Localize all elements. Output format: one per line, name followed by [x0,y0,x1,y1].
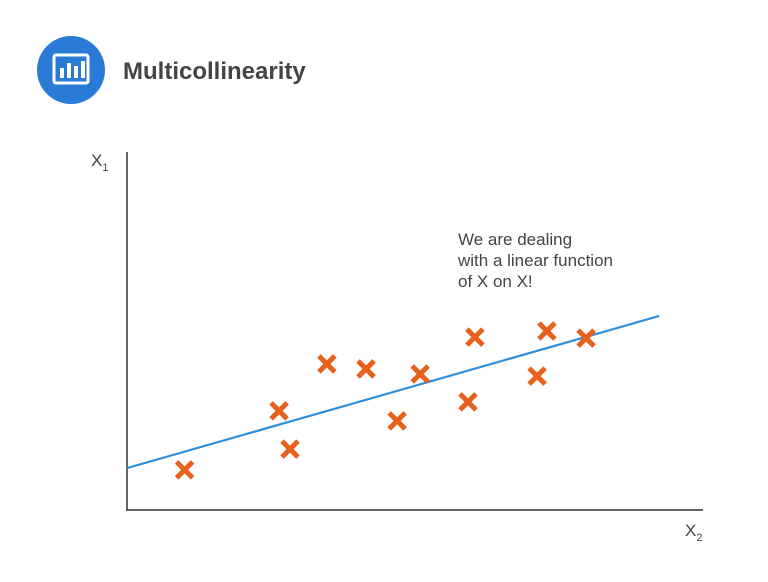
logo-icon [37,36,105,104]
point-stroke [387,411,407,431]
y-axis-label-subscript: 1 [102,162,108,174]
y-axis-label-text: X [91,151,102,170]
point-stroke [537,321,557,341]
point-stroke [356,359,376,379]
point [317,354,337,374]
x-axis-label-subscript: 2 [696,532,702,544]
point-stroke [174,460,195,480]
chart-title: Multicollinearity [123,58,306,85]
point [537,321,557,341]
point-stroke [269,401,289,421]
y-axis-label: X1 [91,151,108,174]
point [410,364,430,384]
point [280,439,300,459]
point-stroke [280,439,300,459]
annotation-line: We are dealing [458,230,572,249]
point [458,392,478,412]
point [387,411,407,431]
point [174,460,195,480]
point [576,328,596,348]
annotation-line: with a linear function [457,251,613,270]
point [269,401,289,421]
point-stroke [317,354,337,374]
point-stroke [465,327,485,347]
annotation-line: of X on X! [458,272,533,291]
point-stroke [527,366,547,386]
point [527,366,547,386]
point [465,327,485,347]
point-stroke [458,392,478,412]
point-stroke [410,364,430,384]
x-axis-label-text: X [685,521,696,540]
x-axis-label: X2 [685,521,702,544]
trend-line [126,314,660,470]
point-stroke [576,328,596,348]
point [356,359,376,379]
